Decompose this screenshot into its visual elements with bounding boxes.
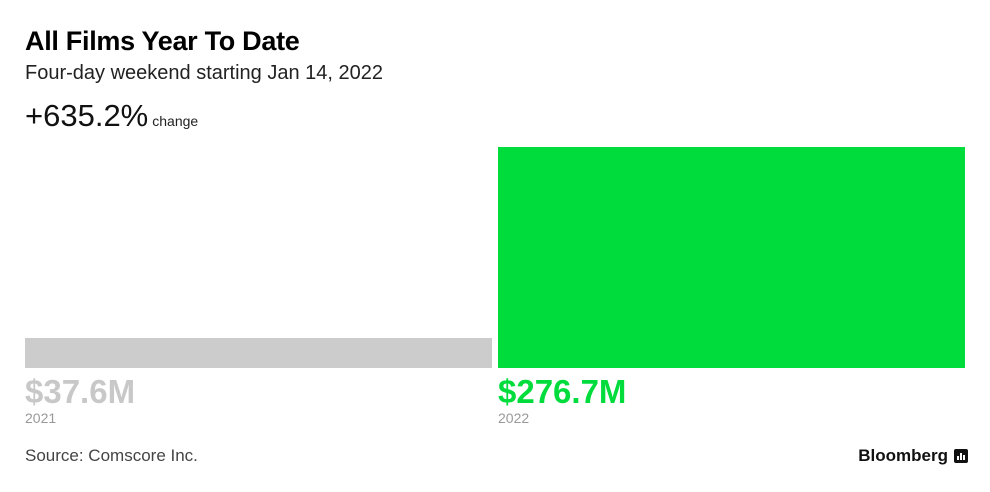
value-label-2021: $37.6M	[25, 373, 135, 410]
chart-subtitle: Four-day weekend starting Jan 14, 2022	[25, 62, 383, 84]
change-summary: +635.2% change	[25, 98, 198, 134]
bar-2021	[25, 337, 492, 368]
bar-2022	[498, 147, 965, 368]
brand: Bloomberg	[858, 446, 968, 466]
bar-chart-icon	[954, 449, 968, 463]
category-label-2022: 2022	[498, 410, 529, 426]
value-label-2022: $276.7M	[498, 373, 626, 410]
bloomberg-logo: Bloomberg	[858, 446, 948, 465]
change-label: change	[152, 113, 199, 129]
category-label-2021: 2021	[25, 410, 56, 426]
source-note: Source: Comscore Inc.	[25, 446, 198, 465]
chart-title: All Films Year To Date	[25, 26, 300, 56]
change-value: +635.2%	[25, 98, 149, 133]
